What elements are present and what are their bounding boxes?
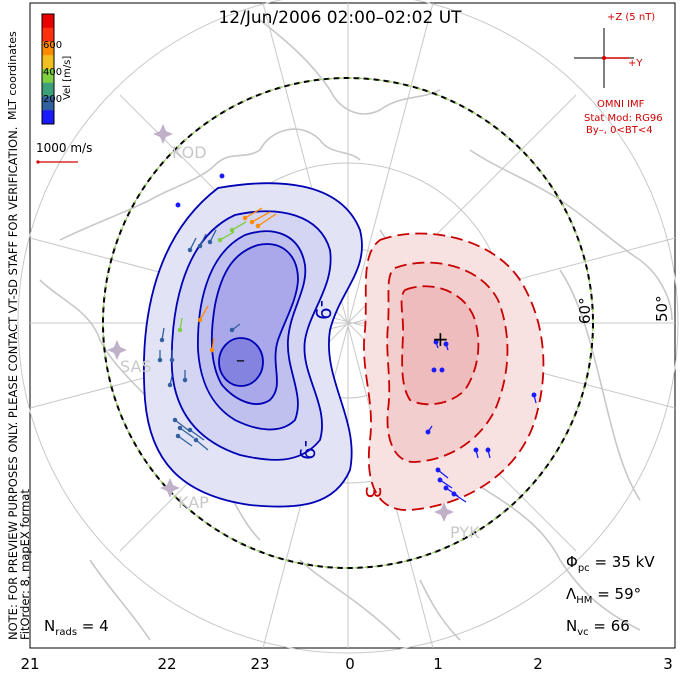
mlt-tick-23: 23 [250, 655, 270, 673]
stat-cross-polar-potential: Φpc = 35 kV [566, 553, 655, 574]
dawn-convection-cell [363, 232, 545, 511]
imf-y-label: +Y [628, 58, 643, 69]
colorbar [41, 13, 55, 125]
mlt-tick-21: 21 [20, 655, 40, 673]
colorbar-swatch [42, 110, 54, 125]
imf-condition: By–, 0<BT<4 [586, 125, 653, 136]
stat-vector-count: Nvc = 66 [566, 617, 630, 638]
imf-dial [574, 28, 634, 88]
colorbar-swatch [42, 69, 54, 84]
coastlines [39, 19, 673, 641]
velocity-vectors [157, 173, 537, 503]
stat-hm-latitude: ΛHM = 59° [566, 585, 642, 606]
colorbar-swatch [42, 41, 54, 56]
mlt-tick-0: 0 [345, 655, 355, 673]
station-label-kap: KAP [178, 493, 209, 512]
scale-vector [36, 160, 78, 164]
plot-frame [29, 2, 676, 649]
stat-model: Stat Mod: RG96 [584, 113, 663, 124]
colorbar-border [41, 13, 55, 125]
colorbar-swatch [42, 27, 54, 42]
station-label-pyk: PYK [450, 523, 480, 542]
lat-label-50: 50° [653, 295, 671, 322]
colorbar-label: Vel [m/s] [62, 55, 73, 100]
potential-max-marker: + [432, 327, 449, 351]
mlt-tick-1: 1 [433, 655, 443, 673]
colorbar-swatch [42, 82, 54, 97]
potential-min-marker: – [236, 350, 245, 371]
colorbar-tick-400: 400 [43, 67, 63, 78]
mlt-tick-2: 2 [533, 655, 543, 673]
contour-label-neg: -9 [311, 300, 335, 320]
map-title: 12/Jun/2006 02:00–02:02 UT [218, 8, 462, 28]
colorbar-tick-200: 200 [43, 94, 63, 105]
stat-radar-count: Nrads = 4 [44, 617, 109, 638]
colorbar-swatch [42, 96, 54, 111]
lat-label-60: 60° [576, 297, 594, 324]
colorbar-tick-600: 600 [43, 40, 63, 51]
colorbar-swatch [42, 55, 54, 70]
station-label-kod: KOD [172, 143, 207, 162]
dusk-convection-cell [143, 182, 363, 508]
contour-label-neg-2: -9 [295, 440, 319, 460]
colorbar-swatch [42, 14, 54, 29]
imf-z-label: +Z (5 nT) [607, 12, 656, 23]
coords-note: MLT coordinates [6, 31, 19, 120]
station-markers [107, 124, 454, 522]
station-label-sas: SAS [120, 357, 152, 376]
scale-vector-label: 1000 m/s [36, 141, 93, 155]
imf-source: OMNI IMF [597, 99, 645, 110]
mlt-tick-22: 22 [157, 655, 177, 673]
fit-note: FitOrder: 8, mapEX format [18, 489, 32, 640]
contour-label-pos: 3 [361, 486, 385, 499]
mlt-tick-3: 3 [663, 655, 673, 673]
hm-boundary [102, 77, 594, 569]
